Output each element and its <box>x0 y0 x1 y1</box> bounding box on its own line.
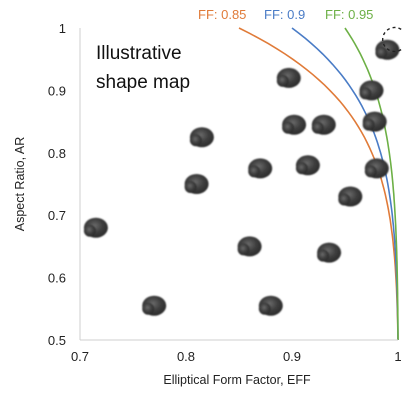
shape-blob <box>317 242 342 263</box>
shape-blob <box>237 236 262 257</box>
shape-blob <box>142 295 167 316</box>
shape-blob <box>276 67 301 88</box>
x-tick-label: 0.7 <box>71 349 89 364</box>
shape-blob <box>359 80 384 101</box>
shape-points <box>83 26 402 316</box>
shape-blob <box>184 174 209 194</box>
x-tick-label: 1 <box>394 349 401 364</box>
y-tick-label: 1 <box>59 21 66 36</box>
shape-blob <box>362 111 387 132</box>
shape-blob <box>189 127 214 148</box>
shape-blob <box>338 186 363 207</box>
y-tick-labels: 0.5 0.6 0.7 0.8 0.9 1 <box>48 21 66 348</box>
x-tick-labels: 0.7 0.8 0.9 1 <box>71 349 402 364</box>
highlight-circle <box>382 26 402 53</box>
ff-curve-2 <box>344 27 399 340</box>
form-factor-curves <box>238 27 399 341</box>
curve-label-ff-085: FF: 0.85 <box>198 7 246 22</box>
x-tick-label: 0.8 <box>177 349 195 364</box>
curve-label-ff-095: FF: 0.95 <box>325 7 373 22</box>
y-tick-label: 0.8 <box>48 146 66 161</box>
y-tick-label: 0.6 <box>48 271 66 286</box>
shape-blob <box>248 158 273 179</box>
shape-blob <box>295 155 320 176</box>
shape-blob <box>311 114 336 135</box>
y-axis-title: Aspect Ratio, AR <box>13 137 27 232</box>
y-tick-label: 0.9 <box>48 83 66 98</box>
annotation-line-1: Illustrative <box>96 43 182 64</box>
shape-blob <box>282 114 307 135</box>
x-axis-title: Elliptical Form Factor, EFF <box>163 373 311 387</box>
y-tick-label: 0.5 <box>48 333 66 348</box>
ff-curve-0 <box>238 27 399 341</box>
annotation-line-2: shape map <box>96 72 190 93</box>
shape-blob <box>83 217 108 238</box>
shape-blob <box>364 158 389 179</box>
shape-blob <box>258 295 283 316</box>
y-tick-label: 0.7 <box>48 208 66 223</box>
curve-label-ff-09: FF: 0.9 <box>264 7 305 22</box>
x-tick-label: 0.9 <box>283 349 301 364</box>
